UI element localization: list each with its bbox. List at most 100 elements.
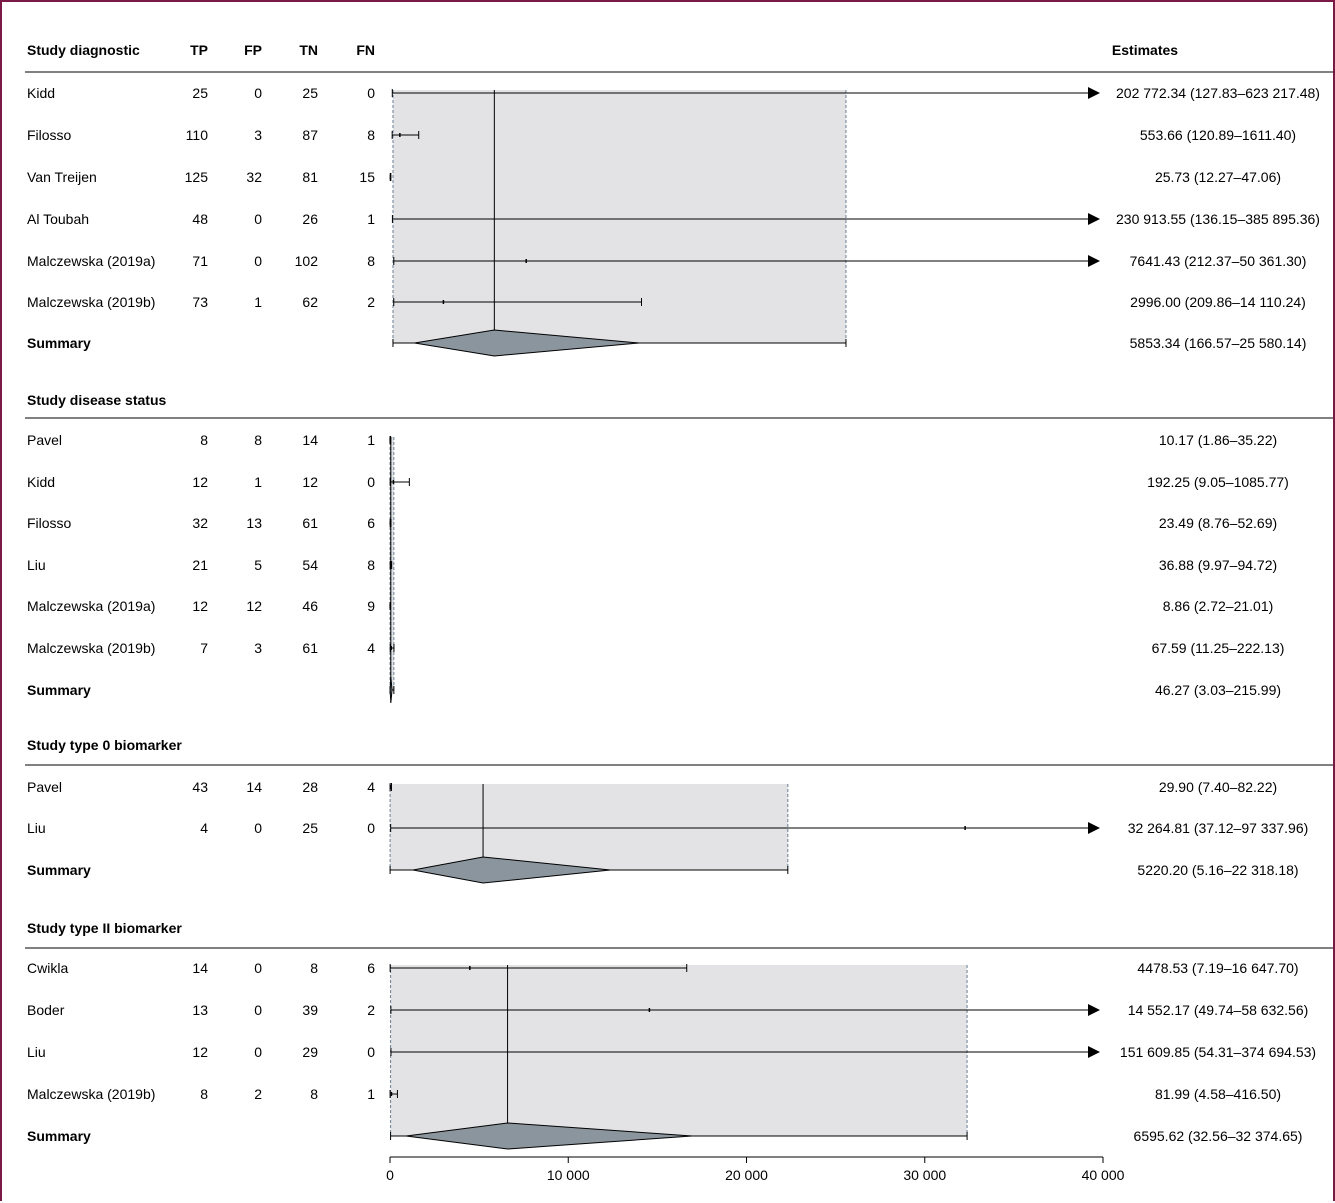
fn-value: 8 <box>367 253 375 269</box>
estimate-label: 7641.43 (212.37–50 361.30) <box>1130 253 1307 269</box>
tn-value: 26 <box>302 211 318 227</box>
summary-estimate-label: 6595.62 (32.56–32 374.65) <box>1134 1128 1303 1144</box>
estimate-label: 230 913.55 (136.15–385 895.36) <box>1116 211 1320 227</box>
summary-ci-band <box>390 784 788 870</box>
tp-value: 125 <box>185 169 209 185</box>
tn-value: 87 <box>302 127 318 143</box>
ci-overflow-arrow <box>1088 213 1100 225</box>
study-name: Liu <box>27 557 46 573</box>
tn-value: 12 <box>302 474 318 490</box>
study-name: Filosso <box>27 127 72 143</box>
study-name: Pavel <box>27 432 62 448</box>
tp-value: 12 <box>192 1044 208 1060</box>
column-header-fn: FN <box>356 42 375 58</box>
fn-value: 2 <box>367 1002 375 1018</box>
tp-value: 7 <box>200 640 208 656</box>
x-tick-label: 40 000 <box>1082 1167 1125 1183</box>
summary-estimate-label: 46.27 (3.03–215.99) <box>1155 682 1281 698</box>
estimate-label: 32 264.81 (37.12–97 337.96) <box>1128 820 1309 836</box>
estimate-label: 553.66 (120.89–1611.40) <box>1140 127 1296 143</box>
fp-value: 12 <box>246 598 262 614</box>
summary-label: Summary <box>27 862 91 878</box>
fn-value: 4 <box>367 640 375 656</box>
estimate-label: 151 609.85 (54.31–374 694.53) <box>1120 1044 1316 1060</box>
summary-label: Summary <box>27 1128 91 1144</box>
estimate-label: 8.86 (2.72–21.01) <box>1163 598 1274 614</box>
estimate-label: 29.90 (7.40–82.22) <box>1159 779 1277 795</box>
fn-value: 0 <box>367 820 375 836</box>
study-name: Liu <box>27 820 46 836</box>
fp-value: 8 <box>254 432 262 448</box>
tp-value: 8 <box>200 1086 208 1102</box>
summary-estimate-label: 5220.20 (5.16–22 318.18) <box>1137 862 1298 878</box>
tp-value: 13 <box>192 1002 208 1018</box>
tn-value: 61 <box>302 515 318 531</box>
fp-value: 32 <box>246 169 262 185</box>
tn-value: 14 <box>302 432 318 448</box>
summary-diamond <box>389 676 393 704</box>
fn-value: 4 <box>367 779 375 795</box>
tn-value: 54 <box>302 557 318 573</box>
estimate-label: 23.49 (8.76–52.69) <box>1159 515 1277 531</box>
ci-overflow-arrow <box>1088 1046 1100 1058</box>
column-header-tn: TN <box>299 42 318 58</box>
estimate-label: 10.17 (1.86–35.22) <box>1159 432 1277 448</box>
tp-value: 73 <box>192 294 208 310</box>
tn-value: 25 <box>302 820 318 836</box>
fn-value: 6 <box>367 960 375 976</box>
study-name: Pavel <box>27 779 62 795</box>
fp-value: 0 <box>254 960 262 976</box>
summary-diamond <box>406 1122 693 1150</box>
estimate-label: 14 552.17 (49.74–58 632.56) <box>1128 1002 1309 1018</box>
fp-value: 0 <box>254 253 262 269</box>
estimates-header: Estimates <box>1112 42 1178 58</box>
fn-value: 9 <box>367 598 375 614</box>
fp-value: 0 <box>254 85 262 101</box>
fn-value: 0 <box>367 85 375 101</box>
tn-value: 39 <box>302 1002 318 1018</box>
x-tick-label: 0 <box>386 1167 394 1183</box>
study-name: Malczewska (2019a) <box>27 598 155 614</box>
summary-diamond <box>414 329 640 357</box>
estimate-label: 36.88 (9.97–94.72) <box>1159 557 1277 573</box>
tn-value: 8 <box>310 1086 318 1102</box>
tn-value: 62 <box>302 294 318 310</box>
fp-value: 0 <box>254 211 262 227</box>
group-title: Study disease status <box>27 392 166 408</box>
column-header-fp: FP <box>244 42 262 58</box>
fp-value: 13 <box>246 515 262 531</box>
fn-value: 1 <box>367 432 375 448</box>
fp-value: 0 <box>254 820 262 836</box>
fp-value: 1 <box>254 294 262 310</box>
study-name: Al Toubah <box>27 211 89 227</box>
tp-value: 43 <box>192 779 208 795</box>
group-title: Study type 0 biomarker <box>27 737 182 753</box>
fp-value: 5 <box>254 557 262 573</box>
summary-diamond <box>412 856 611 884</box>
fn-value: 1 <box>367 1086 375 1102</box>
fn-value: 0 <box>367 1044 375 1060</box>
tn-value: 61 <box>302 640 318 656</box>
study-name: Liu <box>27 1044 46 1060</box>
fn-value: 0 <box>367 474 375 490</box>
fn-value: 8 <box>367 557 375 573</box>
tn-value: 8 <box>310 960 318 976</box>
study-name: Malczewska (2019b) <box>27 1086 155 1102</box>
tp-value: 32 <box>192 515 208 531</box>
study-name: Filosso <box>27 515 72 531</box>
study-name: Kidd <box>27 474 55 490</box>
tp-value: 71 <box>192 253 208 269</box>
estimate-label: 67.59 (11.25–222.13) <box>1152 640 1285 656</box>
estimate-label: 192.25 (9.05–1085.77) <box>1147 474 1289 490</box>
tn-value: 102 <box>295 253 319 269</box>
column-header-tp: TP <box>190 42 208 58</box>
summary-estimate-label: 5853.34 (166.57–25 580.14) <box>1130 335 1307 351</box>
fp-value: 3 <box>254 640 262 656</box>
fn-value: 2 <box>367 294 375 310</box>
tp-value: 12 <box>192 598 208 614</box>
fn-value: 8 <box>367 127 375 143</box>
tn-value: 46 <box>302 598 318 614</box>
tp-value: 8 <box>200 432 208 448</box>
